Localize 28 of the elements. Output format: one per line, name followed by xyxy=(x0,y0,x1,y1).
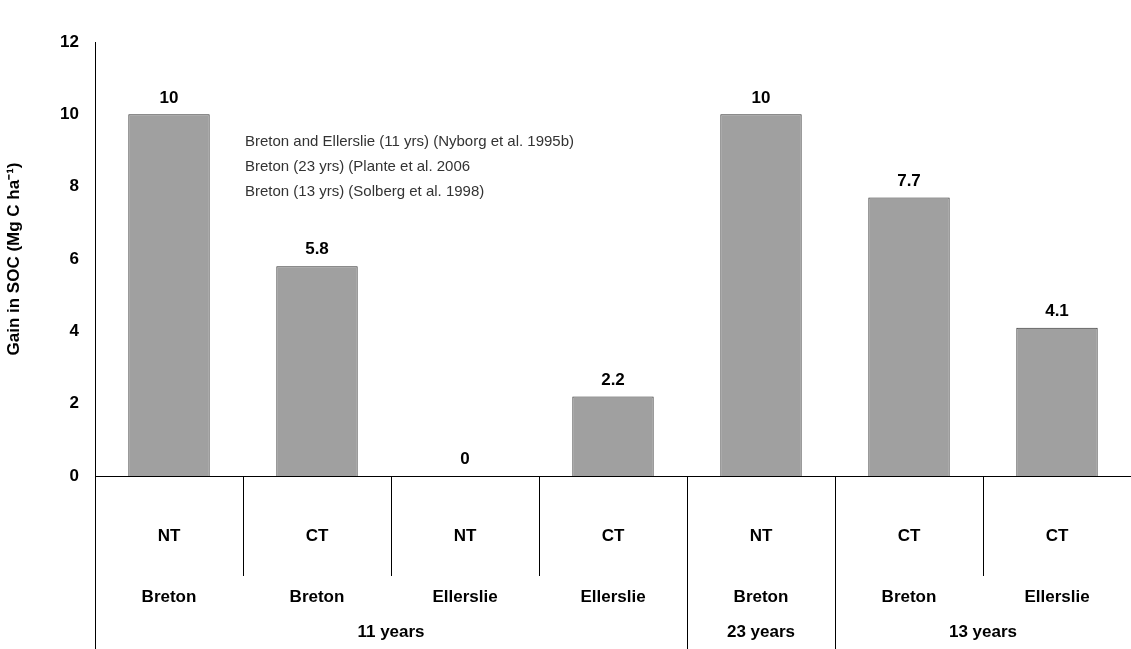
category-label: NT Ellerslie xyxy=(432,526,498,607)
category-label: CT Ellerslie xyxy=(580,526,646,607)
category-label: NT Breton xyxy=(141,526,197,607)
annotation: Breton and Ellerslie (11 yrs) (Nyborg et al. 1995b) xyxy=(245,132,575,150)
annotation: Breton (23 yrs) (Plante et al. 2006 xyxy=(245,157,471,175)
text: 23 years xyxy=(726,621,796,641)
data-label: 4.1 xyxy=(1045,300,1069,320)
y-tick-label: 12 xyxy=(60,31,79,51)
data-label: 10 xyxy=(159,87,179,107)
category-label: CT Breton xyxy=(289,526,345,607)
y-tick-label: 4 xyxy=(69,321,80,341)
y-tick-label: 2 xyxy=(69,393,79,413)
data-label: 7.7 xyxy=(897,170,921,190)
y-tick-label: 8 xyxy=(69,176,79,196)
category-label: CT Ellerslie xyxy=(1024,526,1090,607)
annotation: Breton (13 yrs) (Solberg et al. 1998) xyxy=(245,182,485,200)
text: 13 years xyxy=(948,621,1018,641)
text: 11 years xyxy=(357,621,425,641)
y-tick-label: 6 xyxy=(69,248,79,268)
category-label: NT Breton xyxy=(733,526,789,607)
y-tick-label: 0 xyxy=(69,465,79,485)
y-tick-label: 10 xyxy=(60,104,79,124)
data-label: 5.8 xyxy=(305,239,329,259)
data-label: 10 xyxy=(751,87,771,107)
data-label: 2.2 xyxy=(601,369,625,389)
category-label: CT Breton xyxy=(881,526,937,607)
y-axis-title: Gain in SOC (Mg C ha⁻¹) xyxy=(3,162,23,356)
data-label: 0 xyxy=(460,449,470,469)
